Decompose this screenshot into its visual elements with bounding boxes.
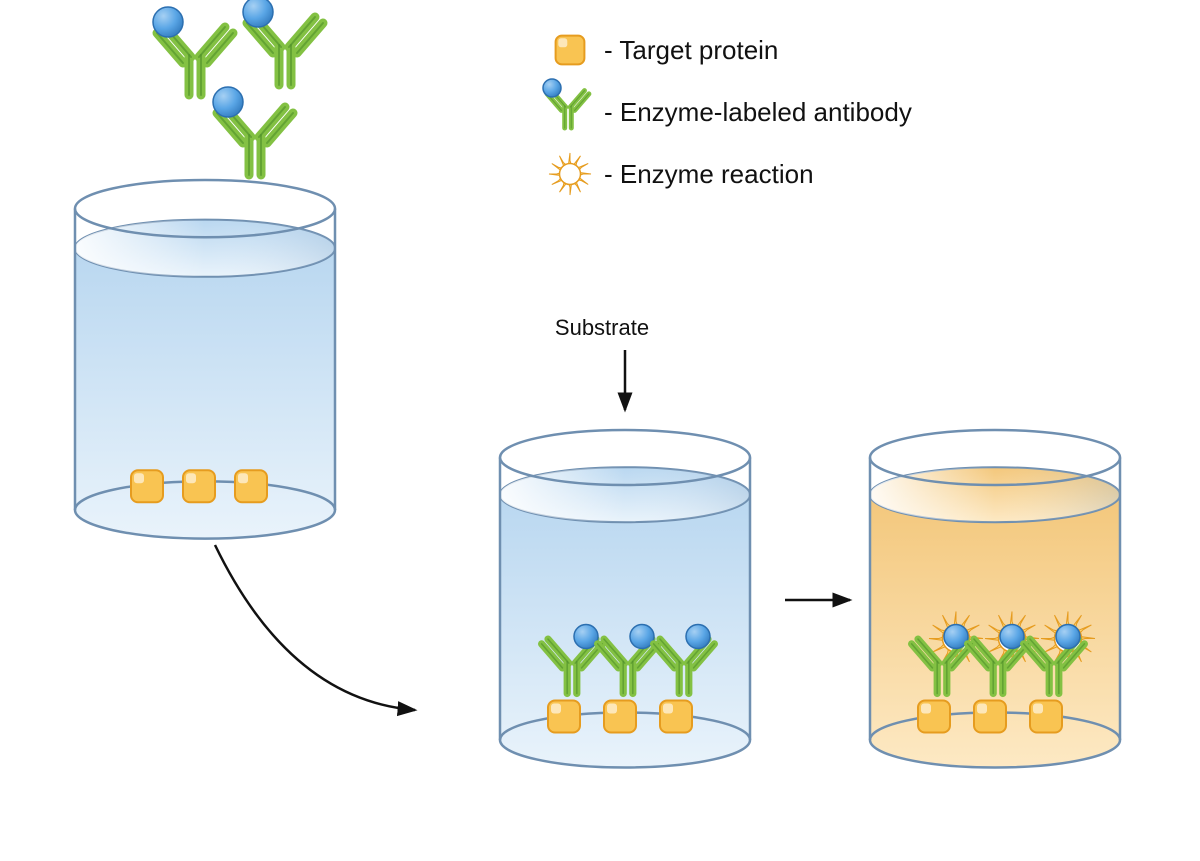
enzyme-icon [153,7,183,37]
legend-row-antibody: - Enzyme-labeled antibody [543,79,912,128]
legend-row-protein: - Target protein [556,35,779,65]
enzyme-icon [1056,625,1080,649]
legend-row-sun: - Enzyme reaction [549,153,814,195]
legend-label: - Target protein [604,35,778,65]
enzyme-icon [543,79,561,97]
well-c2 [500,430,750,768]
substrate-label: Substrate [555,315,649,340]
floating-antibody [213,87,293,175]
enzyme-icon [213,87,243,117]
floating-antibody [243,0,323,85]
enzyme-icon [686,625,710,649]
flow-arrow-1 [215,545,415,710]
elisa-diagram: Substrate - Target protein - Enzyme-labele… [0,0,1200,861]
floating-antibody [153,7,233,95]
enzyme-icon [243,0,273,27]
legend-label: - Enzyme-labeled antibody [604,97,912,127]
enzyme-reaction-icon [549,153,591,195]
legend-label: - Enzyme reaction [604,159,814,189]
well-c3 [870,430,1120,768]
well-c1 [75,180,335,539]
